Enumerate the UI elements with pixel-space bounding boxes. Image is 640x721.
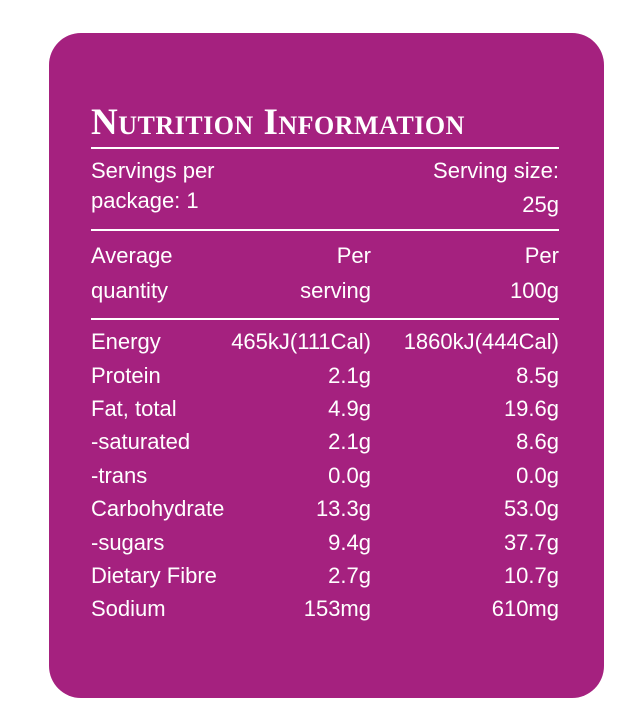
nutrient-row-energy: Energy 465kJ(111Cal) 1860kJ(444Cal) [91,325,559,358]
nutrient-row-protein: Protein 2.1g 8.5g [91,359,559,392]
servings-divider [91,229,559,231]
nutrient-per-100g: 0.0g [516,463,559,488]
nutrient-per-100g: 8.6g [516,429,559,454]
nutrient-per-100g: 10.7g [503,563,559,588]
nutrient-per-serving: 465kJ(111Cal) [231,329,371,354]
nutrient-row-dietary-fibre: Dietary Fibre 2.7g 10.7g [91,559,559,592]
nutrient-row-saturated: -saturated 2.1g 8.6g [91,425,559,458]
nutrient-per-100g: 37.7g [503,530,559,555]
nutrient-row-carbohydrate: Carbohydrate 13.3g 53.0g [91,492,559,525]
average-quantity-line1: Average [91,243,173,268]
nutrient-row-fat-total: Fat, total 4.9g 19.6g [91,392,559,425]
nutrient-name: -saturated [91,429,191,454]
per-serving-header-line1: Per [336,243,371,268]
nutrition-panel: Nutrition Information Servings per packa… [49,33,604,698]
nutrient-row-sugars: -sugars 9.4g 37.7g [91,526,559,559]
nutrient-per-serving: 9.4g [328,530,371,555]
nutrient-name: -trans [91,463,148,488]
nutrient-name: Fat, total [91,396,177,421]
nutrient-name: Protein [91,363,161,388]
serving-size-line1: Serving size: [433,158,559,183]
average-quantity-line2: quantity [91,278,169,303]
nutrient-name: -sugars [91,530,165,555]
nutrient-row-sodium: Sodium 153mg 610mg [91,592,559,625]
nutrient-row-trans: -trans 0.0g 0.0g [91,459,559,492]
nutrient-per-100g: 19.6g [503,396,559,421]
nutrient-per-serving: 4.9g [328,396,371,421]
per-serving-header-line2: serving [300,278,371,303]
servings-per-package-line1: Servings per [91,158,215,183]
nutrient-name: Carbohydrate [91,496,225,521]
nutrient-per-100g: 8.5g [516,363,559,388]
nutrient-per-serving: 0.0g [328,463,371,488]
nutrient-per-serving: 2.1g [328,363,371,388]
nutrient-per-serving: 2.1g [328,429,371,454]
nutrient-name: Sodium [91,596,166,621]
nutrient-per-serving: 13.3g [315,496,371,521]
nutrient-per-100g: 53.0g [503,496,559,521]
servings-per-package-line2: package: 1 [91,188,199,213]
title-divider [91,147,559,149]
nutrient-per-serving: 2.7g [328,563,371,588]
nutrient-per-serving: 153mg [303,596,371,621]
header-divider [91,318,559,320]
serving-size-line2: 25g [522,192,559,217]
nutrient-name: Dietary Fibre [91,563,217,588]
panel-title: Nutrition Information [91,102,465,143]
per-100g-header-line1: Per [524,243,559,268]
per-100g-header-line2: 100g [510,278,559,303]
nutrient-per-100g: 1860kJ(444Cal) [403,329,559,354]
nutrient-per-100g: 610mg [491,596,559,621]
nutrient-name: Energy [91,329,161,354]
